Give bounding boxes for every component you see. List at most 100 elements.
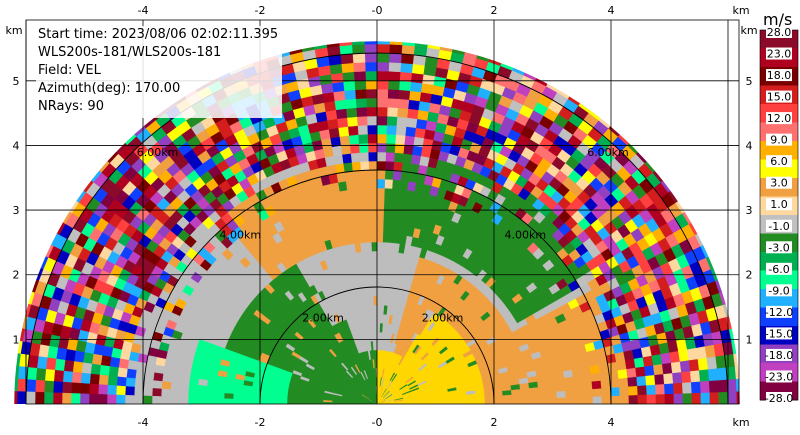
- colorbar-tick-label: 18.0: [767, 69, 792, 82]
- velocity-gate: [376, 43, 390, 54]
- velocity-gate: [152, 380, 163, 390]
- velocity-gate: [399, 71, 413, 82]
- velocity-gate: [16, 391, 27, 404]
- velocity-gate: [346, 116, 358, 127]
- velocity-gate: [366, 97, 378, 108]
- x-tick-label: -4: [138, 416, 149, 429]
- velocity-gate: [388, 52, 402, 64]
- velocity-gate: [161, 373, 173, 383]
- velocity-gate: [232, 393, 243, 400]
- colorbar-tick-label: -1.0: [768, 220, 789, 233]
- velocity-gate: [351, 161, 361, 172]
- velocity-gate: [88, 383, 99, 395]
- velocity-gate: [411, 145, 423, 157]
- velocity-gate: [345, 107, 358, 118]
- y-tick-label: 2: [13, 269, 20, 282]
- velocity-gate: [196, 391, 207, 399]
- velocity-gate: [251, 390, 261, 397]
- velocity-gate: [196, 397, 207, 404]
- velocity-gate: [366, 250, 373, 261]
- velocity-gate: [565, 389, 576, 398]
- velocity-gate: [383, 196, 392, 207]
- velocity-gate: [88, 393, 99, 404]
- velocity-gate: [170, 374, 182, 384]
- velocity-gate: [395, 125, 407, 136]
- velocity-gate: [583, 396, 594, 404]
- range-ring-label: 2.00km: [422, 311, 464, 324]
- velocity-gate: [610, 386, 621, 397]
- velocity-gate: [628, 385, 639, 396]
- velocity-gate: [337, 126, 349, 137]
- velocity-gate: [376, 304, 381, 315]
- velocity-gate: [97, 384, 108, 395]
- velocity-gate: [691, 381, 702, 394]
- velocity-gate: [188, 384, 199, 392]
- velocity-gate: [727, 391, 738, 404]
- velocity-gate: [391, 179, 401, 190]
- velocity-gate: [368, 178, 378, 189]
- velocity-gate: [386, 124, 397, 135]
- velocity-gate: [502, 394, 513, 400]
- velocity-gate: [54, 358, 66, 372]
- velocity-gate: [397, 98, 410, 109]
- velocity-gate: [125, 377, 136, 388]
- velocity-gate: [520, 398, 531, 404]
- velocity-gate: [81, 362, 93, 375]
- velocity-gate: [364, 43, 378, 54]
- velocity-gate: [401, 44, 415, 56]
- velocity-gate: [371, 241, 378, 252]
- velocity-gate: [70, 382, 81, 394]
- velocity-gate: [376, 97, 388, 108]
- velocity-gate: [362, 196, 371, 207]
- velocity-gate: [376, 106, 388, 117]
- velocity-gate: [350, 152, 361, 163]
- velocity-gate: [401, 162, 412, 173]
- velocity-gate: [376, 160, 386, 171]
- velocity-gate: [404, 135, 415, 146]
- velocity-gate: [379, 313, 384, 324]
- velocity-gate: [361, 187, 370, 198]
- velocity-gate: [383, 205, 392, 216]
- velocity-gate: [644, 364, 655, 376]
- velocity-gate: [368, 160, 378, 171]
- velocity-gate: [409, 81, 423, 93]
- velocity-gate: [354, 88, 367, 99]
- velocity-gate: [295, 400, 306, 404]
- colorbar-tick-label: 23.0: [767, 48, 792, 61]
- velocity-gate: [393, 152, 404, 163]
- velocity-gate: [205, 391, 216, 399]
- velocity-gate: [346, 188, 356, 200]
- velocity-gate: [357, 215, 365, 226]
- velocity-gate: [372, 277, 378, 288]
- field-text: Field: VEL: [38, 63, 101, 78]
- velocity-gate: [385, 269, 392, 279]
- velocity-gate: [364, 61, 378, 72]
- velocity-gate: [699, 368, 710, 382]
- velocity-gate: [376, 322, 381, 333]
- velocity-gate: [367, 142, 378, 153]
- velocity-gate: [335, 108, 348, 120]
- range-ring-label: 4.00km: [220, 229, 262, 242]
- colorbar-tick-label: -23.0: [765, 370, 793, 383]
- velocity-gate: [415, 118, 428, 130]
- velocity-gate: [610, 395, 621, 404]
- velocity-gate: [388, 233, 396, 244]
- colorbar: 28.023.018.015.012.09.06.03.01.0-1.0-3.0…: [759, 26, 799, 405]
- velocity-gate: [161, 381, 172, 390]
- velocity-gate: [171, 367, 183, 377]
- velocity-gate: [407, 99, 420, 111]
- velocity-gate: [268, 396, 279, 401]
- velocity-gate: [679, 359, 691, 373]
- velocity-gate: [369, 196, 378, 207]
- velocity-gate: [343, 89, 356, 100]
- velocity-gate: [359, 160, 370, 171]
- velocity-gate: [386, 106, 398, 117]
- velocity-gate: [369, 205, 378, 216]
- x-unit-label-top: km: [732, 4, 749, 17]
- velocity-gate: [556, 397, 567, 404]
- velocity-gate: [223, 398, 234, 404]
- velocity-gate: [564, 383, 575, 392]
- velocity-gate: [691, 392, 702, 404]
- x-tick-label: 4: [608, 4, 615, 17]
- velocity-gate: [34, 379, 46, 393]
